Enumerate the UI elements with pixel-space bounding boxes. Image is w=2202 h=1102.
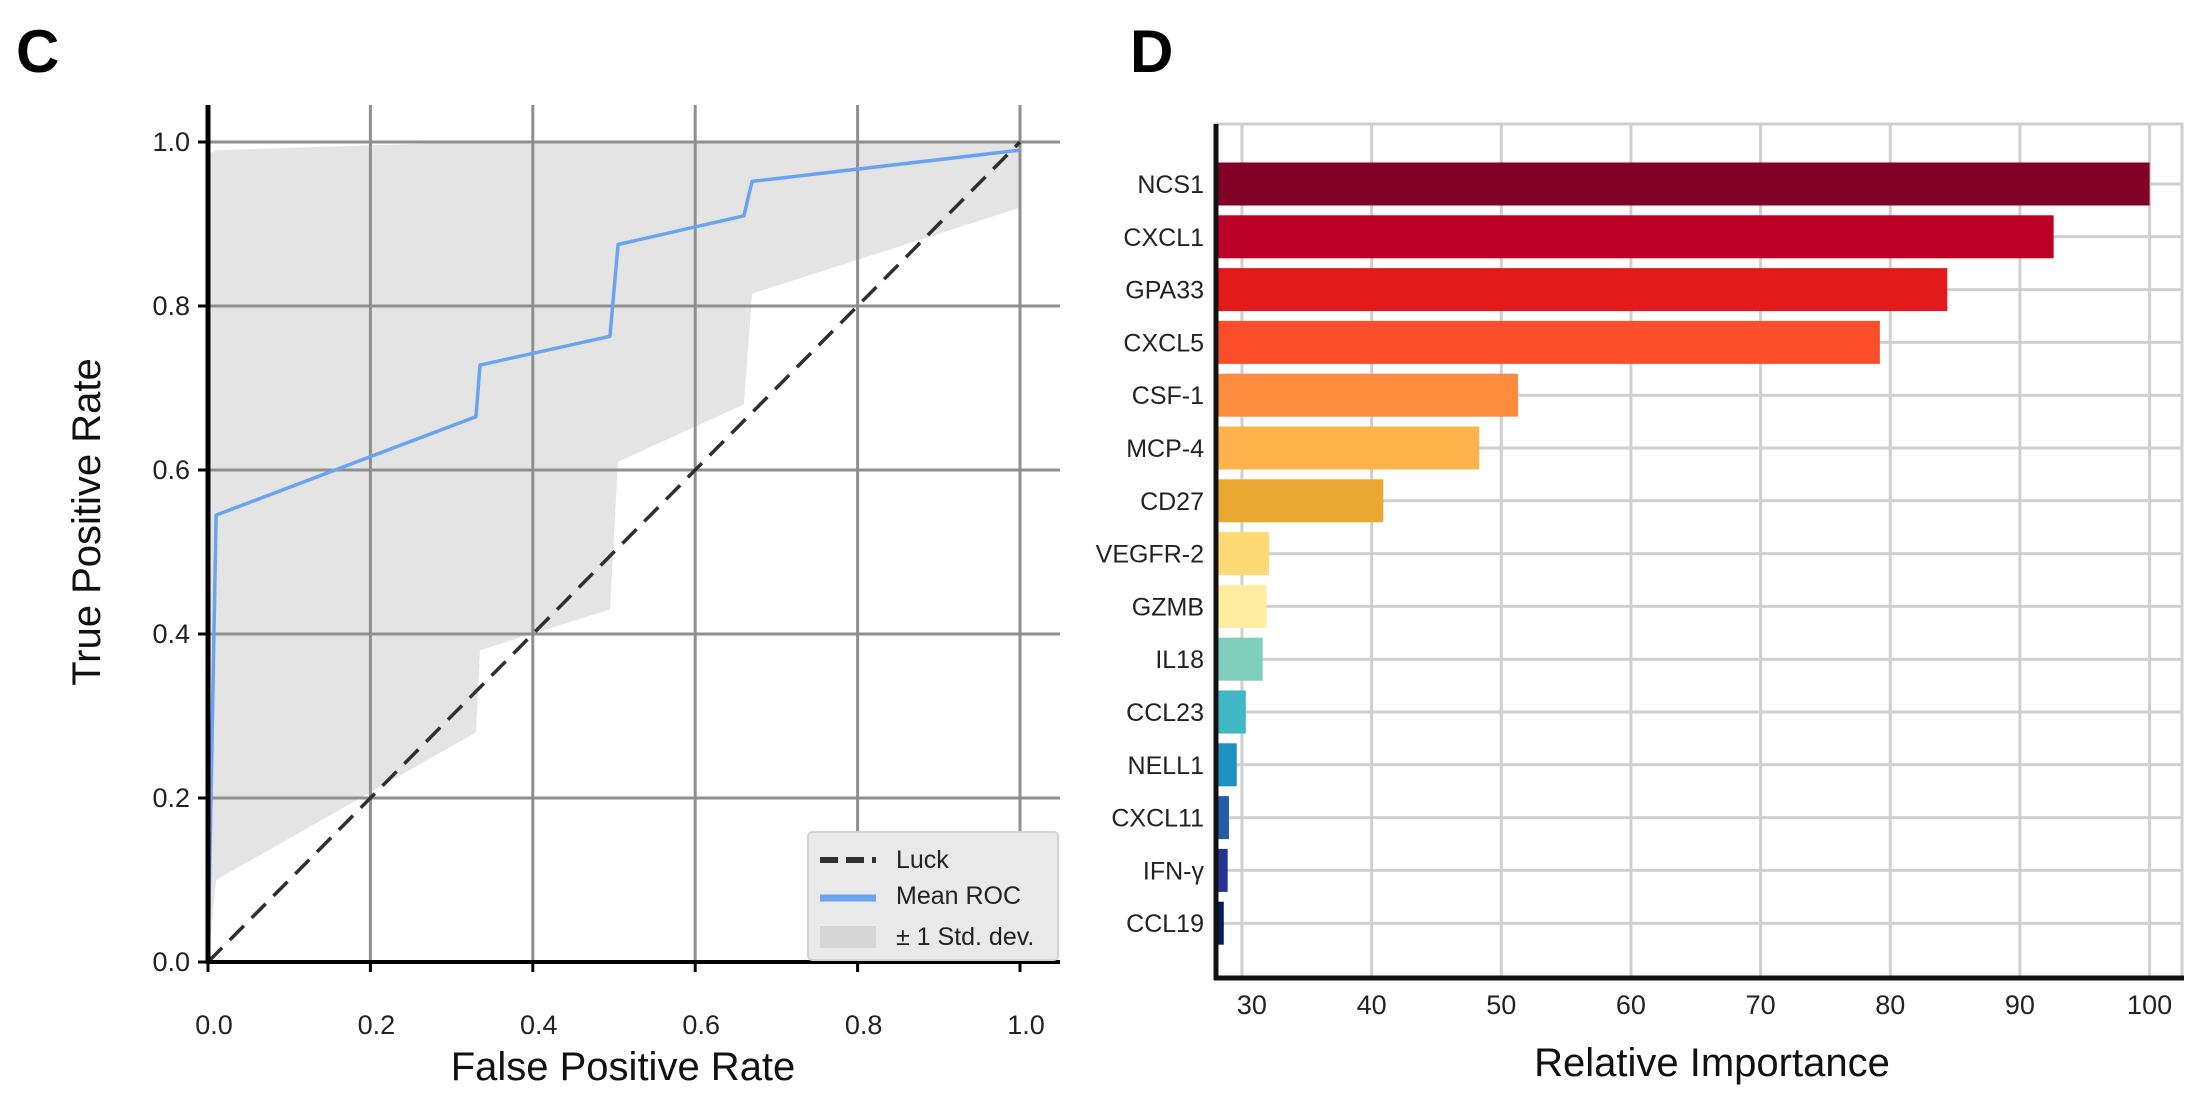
y-tick-label: 1.0 xyxy=(152,127,190,157)
mean-roc-line xyxy=(206,148,1021,963)
category-label: CXCL11 xyxy=(1111,805,1204,833)
y-tick-label: 0.6 xyxy=(152,455,190,485)
category-label: CXCL1 xyxy=(1123,224,1204,252)
bar xyxy=(1216,215,2054,259)
y-tick-label: 0.2 xyxy=(152,783,190,813)
x-tick-label: 40 xyxy=(1357,990,1387,1020)
x-tick-label: 70 xyxy=(1746,990,1776,1020)
x-tick-label: 90 xyxy=(2005,990,2035,1020)
panel-letter-d: D xyxy=(1130,18,1173,85)
luck-line xyxy=(206,140,1022,964)
category-label: NCS1 xyxy=(1137,171,1204,199)
legend-label-std-band: ± 1 Std. dev. xyxy=(896,923,1034,951)
category-label: CSF-1 xyxy=(1132,382,1204,410)
x-tick-label: 1.0 xyxy=(1007,1010,1045,1040)
category-label: GZMB xyxy=(1132,593,1204,621)
x-tick-label: 60 xyxy=(1616,990,1646,1020)
bar xyxy=(1216,848,1228,892)
bar xyxy=(1216,637,1263,681)
category-label: CCL23 xyxy=(1126,699,1204,727)
x-tick-label: 0.0 xyxy=(195,1010,233,1040)
category-label: GPA33 xyxy=(1125,277,1204,305)
y-tick-label: 0.8 xyxy=(152,291,190,321)
importance-chart-panel: NCS1 CXCL1 GPA33 CXCL5 CSF-1 MCP-4 CD27 VEGFR-2… xyxy=(1096,122,2184,1085)
bar xyxy=(1216,532,1270,576)
x-tick-label: 0.4 xyxy=(520,1010,558,1040)
bar xyxy=(1216,743,1237,787)
bar xyxy=(1216,479,1384,523)
legend-label-mean-roc: Mean ROC xyxy=(896,882,1021,910)
bar xyxy=(1216,426,1480,470)
category-label: CCL19 xyxy=(1126,910,1204,938)
category-label: VEGFR-2 xyxy=(1096,541,1204,569)
x-tick-label: 50 xyxy=(1486,990,1516,1020)
bar xyxy=(1216,162,2150,206)
panel-letter-c: C xyxy=(16,18,59,85)
x-tick-label: 30 xyxy=(1237,990,1267,1020)
y-axis-title: True Positive Rate xyxy=(65,358,109,686)
legend-label-luck: Luck xyxy=(896,846,949,874)
x-tick-label: 80 xyxy=(1875,990,1905,1020)
category-label: IFN-γ xyxy=(1143,857,1205,885)
x-tick-label: 0.6 xyxy=(682,1010,720,1040)
y-tick-label: 0.0 xyxy=(152,947,190,977)
x-tick-label: 100 xyxy=(2127,990,2172,1020)
bar xyxy=(1216,690,1246,734)
category-label: IL18 xyxy=(1155,646,1204,674)
category-label: CD27 xyxy=(1140,488,1204,516)
bar xyxy=(1216,320,1880,364)
x-axis-title: False Positive Rate xyxy=(451,1045,796,1089)
category-label: NELL1 xyxy=(1128,752,1204,780)
bar xyxy=(1216,584,1267,628)
category-label: CXCL5 xyxy=(1123,329,1204,357)
y-tick-label: 0.4 xyxy=(152,619,190,649)
bar xyxy=(1216,268,1948,312)
category-label: MCP-4 xyxy=(1126,435,1204,463)
bar xyxy=(1216,796,1229,840)
x-tick-label: 0.8 xyxy=(845,1010,883,1040)
x-axis-title: Relative Importance xyxy=(1534,1041,1890,1085)
legend-swatch-std-band xyxy=(820,926,876,948)
legend: Luck Mean ROC ± 1 Std. dev. xyxy=(807,831,1059,961)
x-tick-label: 0.2 xyxy=(358,1010,396,1040)
bar xyxy=(1216,373,1519,417)
bar xyxy=(1216,901,1224,945)
roc-chart-panel: 0.0 0.2 0.4 0.6 0.8 1.0 0.0 0.2 0.4 0.6 0.8 1.0 Fals… xyxy=(65,105,1060,1089)
